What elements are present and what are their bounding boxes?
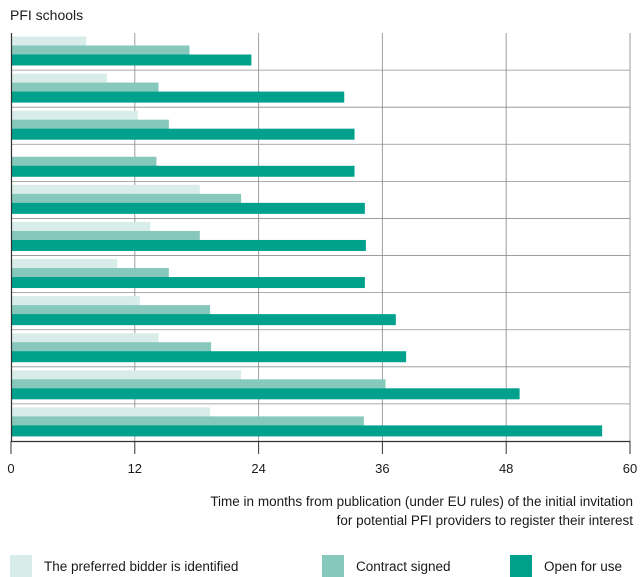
- bar-series-1-row-0: [11, 45, 190, 56]
- bar-series-0-row-5: [11, 221, 151, 232]
- legend-swatch-1: [322, 555, 344, 577]
- bar-series-1-row-9: [11, 379, 386, 390]
- bar-series-0-row-9: [11, 370, 242, 381]
- legend-label-2: Open for use: [544, 559, 622, 574]
- x-tick-label-5: 60: [623, 461, 637, 476]
- bar-series-1-row-8: [11, 342, 212, 353]
- bar-series-0-row-0: [11, 36, 87, 47]
- bar-series-0-row-1: [11, 73, 107, 84]
- bar-series-1-row-7: [11, 305, 211, 316]
- bar-series-1-row-1: [11, 82, 159, 93]
- bar-series-1-row-2: [11, 119, 169, 130]
- bar-series-0-row-2: [11, 110, 138, 121]
- bar-series-0-row-6: [11, 259, 118, 270]
- bar-series-2-row-3: [11, 165, 355, 177]
- bar-series-2-row-7: [11, 314, 396, 326]
- bar-series-2-row-0: [11, 54, 252, 66]
- x-tick-label-0: 0: [7, 461, 14, 476]
- bar-series-1-row-4: [11, 193, 242, 204]
- bar-series-1-row-6: [11, 268, 169, 279]
- bar-series-2-row-9: [11, 388, 520, 400]
- gridlines: [11, 33, 631, 441]
- x-axis-label-line-2: for potential PFI providers to register …: [337, 513, 634, 528]
- bar-series-2-row-4: [11, 202, 365, 214]
- x-tick-label-3: 36: [375, 461, 389, 476]
- bar-series-2-row-8: [11, 351, 407, 363]
- bar-series-2-row-5: [11, 239, 366, 251]
- x-axis-label-line-1: Time in months from publication (under E…: [210, 494, 633, 509]
- bar-series-1-row-5: [11, 230, 200, 241]
- bar-series-1-row-10: [11, 416, 364, 427]
- legend-label-1: Contract signed: [356, 559, 451, 574]
- legend-label-0: The preferred bidder is identified: [44, 559, 238, 574]
- bar-series-0-row-10: [11, 407, 211, 418]
- chart-title: PFI schools: [10, 7, 83, 23]
- legend: The preferred bidder is identified Contra…: [10, 555, 622, 577]
- legend-swatch-0: [10, 555, 32, 577]
- bar-series-1-row-3: [11, 156, 157, 167]
- bar-series-0-row-8: [11, 333, 159, 344]
- bars: [11, 36, 603, 437]
- bar-series-2-row-6: [11, 277, 365, 289]
- x-ticks: 0 12 24 36 48 60: [7, 441, 637, 476]
- bar-series-0-row-7: [11, 296, 140, 307]
- bar-series-2-row-1: [11, 91, 345, 103]
- bar-series-0-row-4: [11, 184, 200, 195]
- x-tick-label-1: 12: [128, 461, 142, 476]
- bar-series-2-row-10: [11, 425, 603, 437]
- x-tick-label-4: 48: [499, 461, 513, 476]
- bar-series-2-row-2: [11, 128, 355, 140]
- legend-swatch-2: [510, 555, 532, 577]
- x-tick-label-2: 24: [251, 461, 265, 476]
